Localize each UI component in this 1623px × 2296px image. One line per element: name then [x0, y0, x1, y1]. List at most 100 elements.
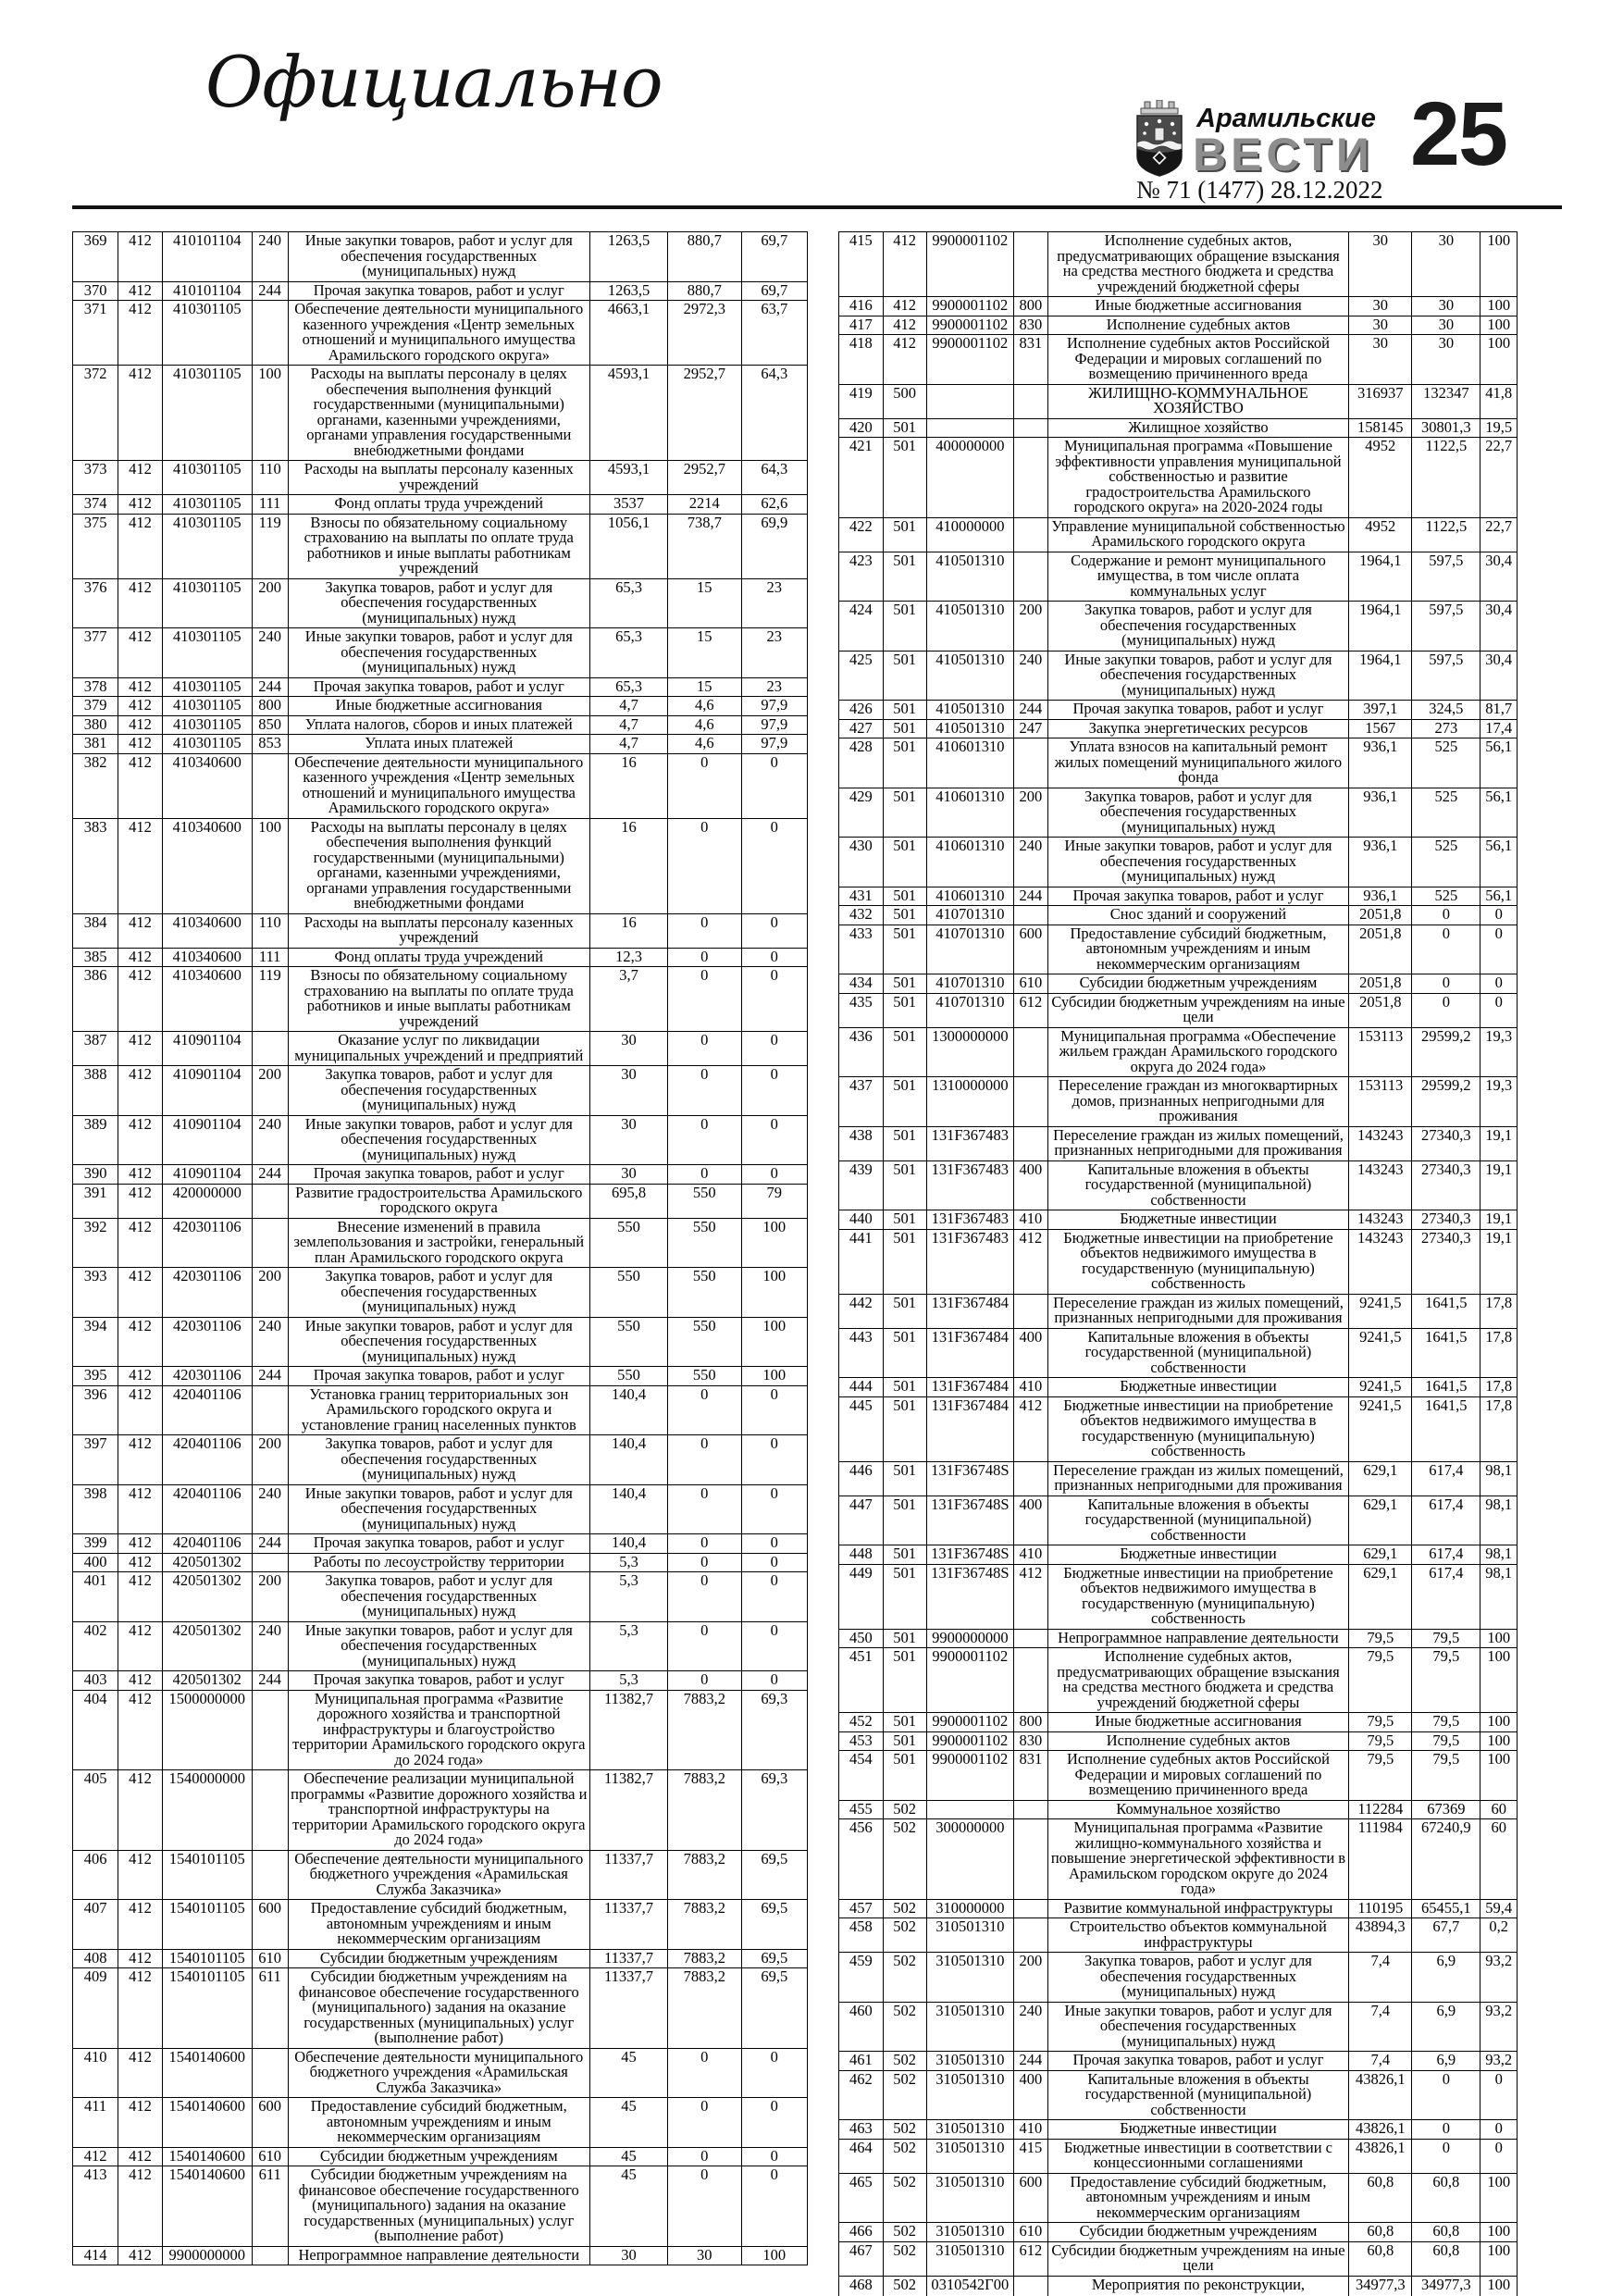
expense-type-cell — [251, 1183, 289, 1219]
description-cell: Субсидии бюджетным учреждениям на финанс… — [287, 2166, 590, 2247]
table-row: 460 502 310501310 240 Иные закупки товаров, … — [838, 2001, 1518, 2052]
executed-amount-cell: 0 — [1411, 924, 1481, 974]
target-article-cell: 410301105 — [161, 460, 253, 495]
table-row: 429 501 410601310 200 Закупка товаров, работ… — [838, 787, 1518, 838]
table-row: 378 412 410301105 244 Прочая закупка товаров… — [71, 676, 808, 697]
executed-amount-cell: 273 — [1411, 718, 1481, 738]
row-number-cell: 414 — [71, 2245, 119, 2265]
section-code-cell: 412 — [118, 912, 163, 949]
plan-amount-cell: 30 — [1348, 315, 1413, 335]
target-article-cell: 420301106 — [161, 1366, 253, 1386]
expense-type-cell — [1013, 1799, 1048, 1819]
percent-cell: 19,3 — [1480, 1026, 1518, 1077]
percent-cell: 30,4 — [1480, 601, 1518, 652]
executed-amount-cell: 0 — [667, 1620, 742, 1671]
plan-amount-cell: 11382,7 — [588, 1689, 669, 1770]
expense-type-cell: 200 — [251, 1571, 289, 1622]
row-number-cell: 383 — [71, 817, 119, 914]
table-row: 458 502 310501310 Строительство объектов ко… — [838, 1917, 1518, 1953]
percent-cell: 97,9 — [740, 714, 808, 735]
table-row: 443 501 131F367484 400 Капитальные вложения … — [838, 1327, 1518, 1378]
row-number-cell: 441 — [838, 1228, 884, 1295]
plan-amount-cell: 60,8 — [1348, 2240, 1413, 2277]
table-row: 467 502 310501310 612 Субсидии бюджетным учр… — [838, 2240, 1518, 2277]
target-article-cell: 1500000000 — [161, 1689, 253, 1770]
target-article-cell: 310000000 — [925, 1898, 1015, 1918]
executed-amount-cell: 1122,5 — [1411, 437, 1481, 518]
target-article-cell: 131F367484 — [925, 1293, 1015, 1329]
description-cell: Оказание услуг по ликвидации муниципальн… — [287, 1031, 590, 1066]
percent-cell: 19,3 — [1480, 1076, 1518, 1127]
section-code-cell: 412 — [882, 334, 927, 385]
executed-amount-cell: 0 — [667, 1571, 742, 1622]
row-number-cell: 446 — [838, 1460, 884, 1496]
table-row: 427 501 410501310 247 Закупка энергетических… — [838, 718, 1518, 738]
plan-amount-cell: 936,1 — [1348, 738, 1413, 788]
section-code-cell: 501 — [882, 1731, 927, 1751]
target-article-cell: 9900001102 — [925, 334, 1015, 385]
executed-amount-cell: 0 — [667, 1065, 742, 1116]
percent-cell: 0 — [740, 1483, 808, 1534]
description-cell: Капитальные вложения в объекты государст… — [1047, 1160, 1350, 1210]
row-number-cell: 396 — [71, 1384, 119, 1435]
table-row: 448 501 131F36748S 410 Бюджетные инвестиции 6… — [838, 1545, 1518, 1565]
plan-amount-cell: 4663,1 — [588, 300, 669, 366]
target-article-cell: 400000000 — [925, 437, 1015, 518]
executed-amount-cell: 525 — [1411, 787, 1481, 838]
section-code-cell: 412 — [118, 1670, 163, 1691]
percent-cell: 0 — [740, 912, 808, 949]
percent-cell: 17,8 — [1480, 1377, 1518, 1397]
percent-cell: 23 — [740, 627, 808, 678]
section-code-cell: 502 — [882, 2119, 927, 2140]
row-number-cell: 457 — [838, 1898, 884, 1918]
executed-amount-cell: 2214 — [667, 494, 742, 515]
table-row: 398 412 420401106 240 Иные закупки товаров, … — [71, 1483, 808, 1534]
expense-type-cell — [1013, 1818, 1048, 1900]
executed-amount-cell: 67240,9 — [1411, 1818, 1481, 1900]
plan-amount-cell: 30 — [588, 2245, 669, 2265]
plan-amount-cell: 30 — [1348, 334, 1413, 385]
table-row: 420 501 Жилищное хозяйство 158145 30801,3 19,… — [838, 417, 1518, 438]
percent-cell: 0 — [740, 1533, 808, 1554]
section-code-cell: 501 — [882, 650, 927, 701]
plan-amount-cell: 143243 — [1348, 1228, 1413, 1295]
section-code-cell: 412 — [118, 1164, 163, 1185]
executed-amount-cell: 60,8 — [1411, 2240, 1481, 2277]
section-code-cell: 412 — [882, 231, 927, 297]
description-cell: Субсидии бюджетным учреждениям — [1047, 2222, 1350, 2242]
executed-amount-cell: 29599,2 — [1411, 1026, 1481, 1077]
row-number-cell: 406 — [71, 1849, 119, 1900]
percent-cell: 100 — [1480, 334, 1518, 385]
percent-cell: 56,1 — [1480, 837, 1518, 887]
expense-type-cell: 410 — [1013, 1545, 1048, 1565]
target-article-cell: 310501310 — [925, 2001, 1015, 2052]
percent-cell: 59,4 — [1480, 1898, 1518, 1918]
target-article-cell — [925, 1799, 1015, 1819]
row-number-cell: 462 — [838, 2069, 884, 2120]
target-article-cell: 410101104 — [161, 280, 253, 301]
plan-amount-cell: 140,4 — [588, 1533, 669, 1554]
percent-cell: 0 — [1480, 2069, 1518, 2120]
target-article-cell: 410501310 — [925, 700, 1015, 720]
plan-amount-cell: 550 — [588, 1366, 669, 1386]
plan-amount-cell: 11382,7 — [588, 1769, 669, 1851]
expense-type-cell — [251, 1031, 289, 1066]
plan-amount-cell: 2051,8 — [1348, 905, 1413, 925]
plan-amount-cell: 140,4 — [588, 1483, 669, 1534]
executed-amount-cell: 15 — [667, 627, 742, 678]
percent-cell: 0 — [740, 1065, 808, 1116]
row-number-cell: 387 — [71, 1031, 119, 1066]
target-article-cell: 9900001102 — [925, 1750, 1015, 1801]
target-article-cell: 410301105 — [161, 714, 253, 735]
percent-cell: 17,4 — [1480, 718, 1518, 738]
plan-amount-cell: 4952 — [1348, 516, 1413, 552]
row-number-cell: 370 — [71, 280, 119, 301]
table-row: 404 412 1500000000 Муниципальная программа … — [71, 1689, 808, 1770]
section-code-cell: 501 — [882, 1545, 927, 1565]
executed-amount-cell: 597,5 — [1411, 551, 1481, 602]
plan-amount-cell: 4593,1 — [588, 365, 669, 461]
section-code-cell: 412 — [118, 231, 163, 282]
section-code-cell: 412 — [118, 752, 163, 819]
executed-amount-cell: 0 — [667, 1434, 742, 1485]
executed-amount-cell: 0 — [1411, 974, 1481, 994]
